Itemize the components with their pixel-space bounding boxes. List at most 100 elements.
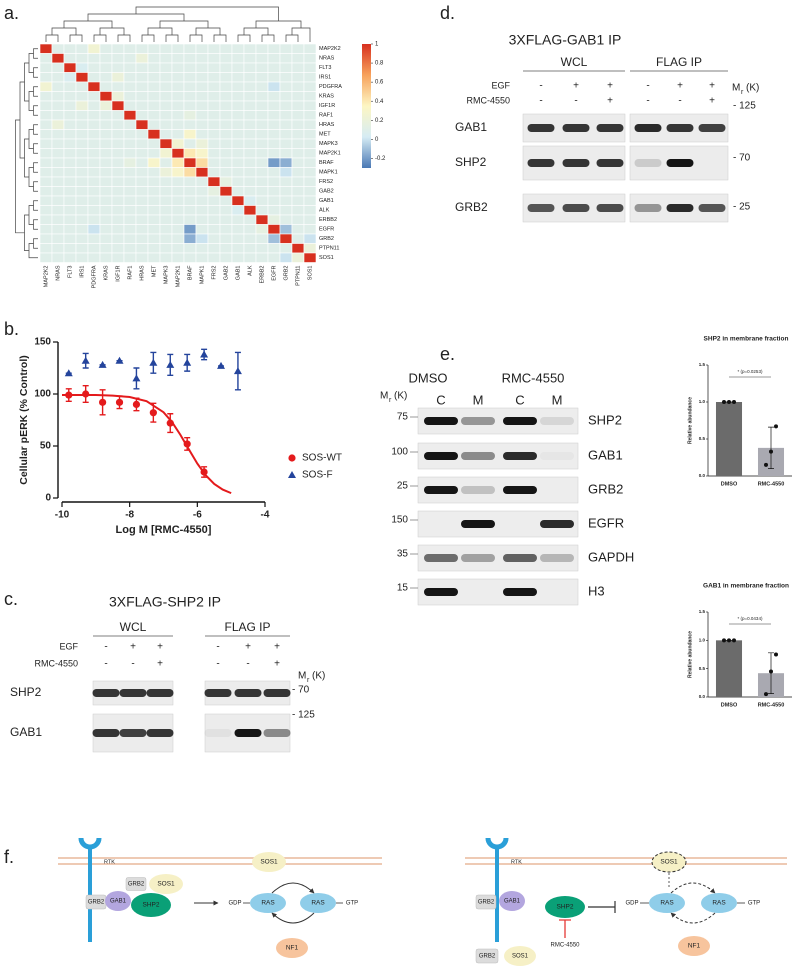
heatmap-cell (207, 81, 221, 92)
mr-label: M (380, 391, 388, 402)
heatmap-cell (123, 100, 137, 111)
marker (200, 350, 209, 358)
heatmap-cell (87, 233, 101, 244)
band (119, 729, 147, 737)
heatmap-cell (159, 53, 173, 64)
heatmap-cell (207, 72, 221, 83)
protein (276, 938, 308, 958)
heatmap-cell (195, 100, 209, 111)
heatmap-cell (267, 100, 281, 111)
dendrogram (33, 162, 38, 173)
protein-label: GAB1 (110, 899, 127, 905)
heatmap-cell (159, 167, 173, 178)
panel-label: b. (4, 319, 19, 339)
band (424, 486, 458, 494)
heatmap-cell (171, 176, 185, 187)
heatmap-cell (75, 138, 89, 149)
size-marker: 150 (391, 515, 408, 526)
heatmap-cell (279, 43, 293, 54)
marker (132, 400, 141, 408)
heatmap-cell (159, 119, 173, 130)
heatmap-cell (231, 138, 245, 149)
heatmap-cell (147, 233, 161, 244)
dendrogram (33, 48, 38, 59)
heatmap-cell (51, 233, 65, 244)
heatmap-cell (39, 53, 53, 64)
heatmap-cell (207, 205, 221, 216)
heatmap-cell (135, 176, 149, 187)
row-label: SOS1 (319, 255, 334, 261)
heatmap-cell (279, 157, 293, 168)
heatmap-cell (111, 91, 125, 102)
heatmap-cell (279, 81, 293, 92)
column-label: SOS1 (307, 266, 313, 281)
condition-sign: + (157, 659, 163, 670)
protein-label: SOS1 (512, 954, 529, 960)
row-label: SHP2 (10, 685, 42, 699)
heatmap-cell (195, 72, 209, 83)
protein-label: NF1 (286, 945, 299, 952)
column-label: MAPK1 (199, 266, 205, 285)
heatmap-cell (87, 205, 101, 216)
heatmap-cell (303, 110, 317, 121)
heatmap-cell (99, 72, 113, 83)
heatmap-cell (183, 186, 197, 197)
condition-sign: + (607, 96, 613, 107)
y-tick-label: 0.0 (699, 694, 706, 699)
heatmap-cell (195, 129, 209, 140)
heatmap-cell (159, 100, 173, 111)
condition-sign: - (131, 659, 134, 670)
heatmap-cell (99, 62, 113, 73)
marker (99, 398, 107, 406)
data-point (774, 652, 778, 657)
heatmap-cell (255, 100, 269, 111)
heatmap-cell (195, 53, 209, 64)
protein-label: GRB2 (88, 900, 105, 906)
heatmap-cell (255, 252, 269, 263)
y-tick-label: 150 (34, 337, 51, 348)
mr-label-unit: (K) (312, 671, 325, 682)
heatmap-cell (231, 119, 245, 130)
heatmap-cell (291, 205, 305, 216)
heatmap-cell (111, 214, 125, 225)
row-label: RAF1 (319, 113, 333, 119)
heatmap-cell (99, 138, 113, 149)
lane-label: C (515, 392, 524, 407)
heatmap-cell (279, 148, 293, 159)
heatmap-cell (87, 100, 101, 111)
panel-label: a. (4, 3, 19, 23)
heatmap-cell (87, 176, 101, 187)
heatmap-cell (159, 43, 173, 54)
heatmap-cell (291, 72, 305, 83)
column-label: MAPK3 (163, 266, 169, 285)
heatmap-cell (87, 129, 101, 140)
heatmap-cell (75, 72, 89, 83)
heatmap-cell (147, 224, 161, 235)
heatmap-cell (99, 195, 113, 206)
heatmap-cell (279, 243, 293, 254)
protein (250, 893, 286, 913)
band (92, 689, 120, 697)
heatmap-cell (159, 138, 173, 149)
band (698, 124, 726, 132)
heatmap-cell (207, 138, 221, 149)
heatmap-cell (195, 157, 209, 168)
dendrogram (33, 67, 38, 78)
heatmap-cell (255, 214, 269, 225)
band (234, 729, 262, 737)
heatmap-cell (195, 91, 209, 102)
dendrogram (28, 91, 34, 111)
heatmap-cell (255, 243, 269, 254)
band (424, 452, 458, 460)
heatmap-cell (243, 91, 257, 102)
dendrogram (15, 119, 25, 234)
heatmap-cell (87, 195, 101, 206)
heatmap-cell (63, 243, 77, 254)
heatmap-cell (267, 205, 281, 216)
heatmap-cell (171, 100, 185, 111)
heatmap-cell (99, 81, 113, 92)
heatmap-cell (39, 176, 53, 187)
row-label: GRB2 (455, 200, 488, 214)
row-label: IGF1R (319, 103, 335, 109)
band (562, 124, 590, 132)
